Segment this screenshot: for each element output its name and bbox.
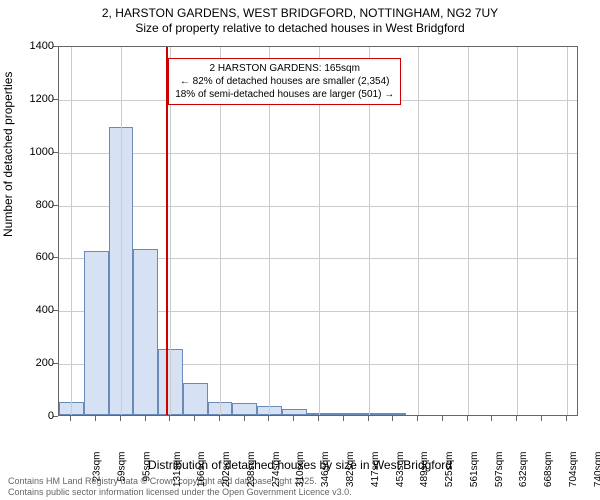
y-tick-label: 0 xyxy=(48,410,54,422)
x-tick xyxy=(318,416,319,421)
histogram-bar xyxy=(133,249,158,416)
x-tick-label: 489sqm xyxy=(419,452,430,488)
grid-line-vertical xyxy=(71,47,72,415)
x-tick-label: 740sqm xyxy=(593,452,600,488)
x-tick xyxy=(343,416,344,421)
x-tick xyxy=(516,416,517,421)
histogram-bar xyxy=(331,413,356,415)
y-tick-label: 1200 xyxy=(30,93,54,105)
y-tick-label: 1400 xyxy=(30,40,54,52)
x-tick-label: 561sqm xyxy=(469,452,480,488)
x-tick-label: 274sqm xyxy=(271,452,282,488)
annotation-line3: 18% of semi-detached houses are larger (… xyxy=(175,88,394,101)
x-tick xyxy=(392,416,393,421)
histogram-bar xyxy=(232,403,257,415)
grid-line-horizontal xyxy=(59,153,577,154)
grid-line-vertical xyxy=(468,47,469,415)
x-tick-label: 131sqm xyxy=(172,452,183,488)
x-tick-label: 668sqm xyxy=(543,452,554,488)
histogram-bar xyxy=(282,409,307,415)
x-tick xyxy=(268,416,269,421)
x-tick-label: 704sqm xyxy=(568,452,579,488)
x-tick-label: 59sqm xyxy=(117,452,128,482)
x-tick xyxy=(417,416,418,421)
x-tick xyxy=(70,416,71,421)
grid-line-vertical xyxy=(517,47,518,415)
chart-title-line2: Size of property relative to detached ho… xyxy=(0,20,600,35)
y-tick-label: 1000 xyxy=(30,146,54,158)
x-tick xyxy=(219,416,220,421)
y-tick-label: 400 xyxy=(36,304,54,316)
x-tick xyxy=(368,416,369,421)
x-tick xyxy=(145,416,146,421)
x-tick xyxy=(541,416,542,421)
histogram-bar xyxy=(381,413,406,415)
grid-line-vertical xyxy=(121,47,122,415)
x-tick-label: 382sqm xyxy=(345,452,356,488)
x-tick-label: 23sqm xyxy=(92,452,103,482)
x-tick-label: 310sqm xyxy=(296,452,307,488)
histogram-bar xyxy=(183,383,208,415)
histogram-bar xyxy=(84,251,109,415)
chart-title-line1: 2, HARSTON GARDENS, WEST BRIDGFORD, NOTT… xyxy=(0,0,600,20)
x-tick xyxy=(169,416,170,421)
annotation-box: 2 HARSTON GARDENS: 165sqm← 82% of detach… xyxy=(168,58,401,105)
x-tick xyxy=(194,416,195,421)
x-tick-label: 525sqm xyxy=(444,452,455,488)
x-tick-label: 597sqm xyxy=(494,452,505,488)
x-tick xyxy=(293,416,294,421)
x-tick-label: 238sqm xyxy=(246,452,257,488)
x-tick xyxy=(491,416,492,421)
y-tick-label: 200 xyxy=(36,357,54,369)
grid-line-vertical xyxy=(418,47,419,415)
y-tick-label: 600 xyxy=(36,251,54,263)
x-tick xyxy=(467,416,468,421)
x-tick-label: 346sqm xyxy=(320,452,331,488)
x-tick-label: 202sqm xyxy=(221,452,232,488)
x-tick xyxy=(244,416,245,421)
x-tick-label: 95sqm xyxy=(141,452,152,482)
y-tick-label: 800 xyxy=(36,199,54,211)
x-tick xyxy=(120,416,121,421)
x-tick-label: 632sqm xyxy=(518,452,529,488)
chart-plot-area: 2 HARSTON GARDENS: 165sqm← 82% of detach… xyxy=(58,46,578,416)
grid-line-horizontal xyxy=(59,206,577,207)
x-tick-label: 453sqm xyxy=(395,452,406,488)
y-axis-label: Number of detached properties xyxy=(1,72,15,237)
grid-line-vertical xyxy=(567,47,568,415)
annotation-line2: ← 82% of detached houses are smaller (2,… xyxy=(175,75,394,88)
x-tick xyxy=(442,416,443,421)
annotation-line1: 2 HARSTON GARDENS: 165sqm xyxy=(175,62,394,75)
x-tick xyxy=(566,416,567,421)
footer-line2: Contains public sector information licen… xyxy=(8,487,352,498)
x-tick-label: 417sqm xyxy=(370,452,381,488)
x-tick xyxy=(95,416,96,421)
x-tick-label: 166sqm xyxy=(197,452,208,488)
